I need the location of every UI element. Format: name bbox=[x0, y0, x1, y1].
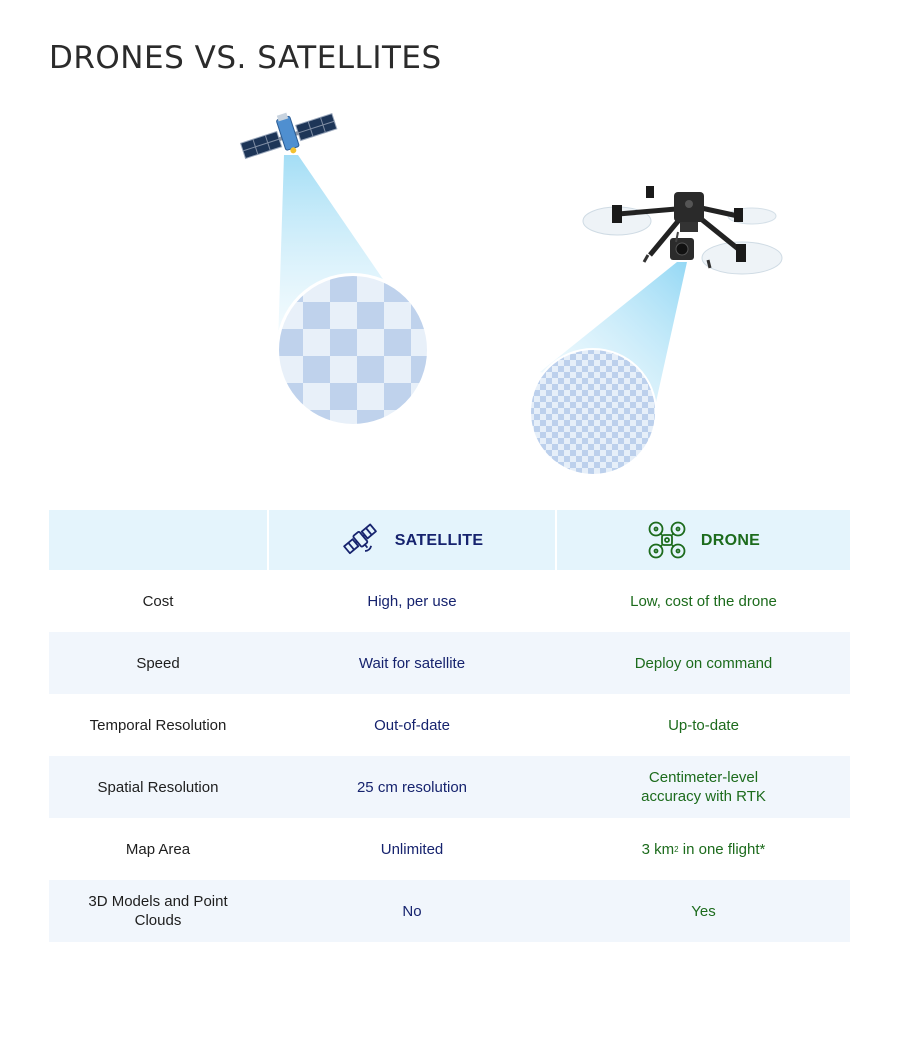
comparison-illustration bbox=[239, 112, 783, 476]
table-row: Map Area Unlimited 3 km 2 in one flight* bbox=[49, 818, 850, 880]
drone-value-suffix: in one flight* bbox=[678, 840, 766, 858]
table-row: Spatial Resolution 25 cm resolution Cent… bbox=[49, 756, 850, 818]
drone-icon bbox=[648, 521, 686, 559]
satellite-value: No bbox=[402, 902, 422, 920]
row-label: Cost bbox=[142, 592, 174, 610]
row-label: Temporal Resolution bbox=[89, 716, 227, 734]
row-label: 3D Models and Point Clouds bbox=[88, 893, 228, 929]
comparison-table: SATELLITE bbox=[49, 510, 850, 942]
drone-value: Up-to-date bbox=[668, 716, 739, 734]
row-label: Speed bbox=[136, 654, 180, 672]
drone-value: 3 km 2 in one flight* bbox=[557, 818, 850, 880]
row-label: Spatial Resolution bbox=[97, 778, 219, 796]
satellite-value: High, per use bbox=[367, 592, 457, 610]
drone-value: Centimeter-level accuracy with RTK bbox=[641, 769, 766, 805]
drone-value: Low, cost of the drone bbox=[630, 592, 777, 610]
satellite-value: 25 cm resolution bbox=[356, 778, 468, 796]
table-row: Speed Wait for satellite Deploy on comma… bbox=[49, 632, 850, 694]
drone-icon bbox=[582, 186, 783, 275]
table-row: 3D Models and Point Clouds No Yes bbox=[49, 880, 850, 942]
superscript-exponent: 2 bbox=[674, 844, 679, 854]
satellite-column-header: SATELLITE bbox=[394, 531, 484, 549]
table-row: Cost High, per use Low, cost of the dron… bbox=[49, 570, 850, 632]
drone-value-prefix: 3 km bbox=[641, 840, 675, 858]
satellite-resolution-circle bbox=[276, 273, 430, 427]
header-drone-cell: DRONE bbox=[557, 510, 850, 570]
drone-column-header: DRONE bbox=[700, 531, 761, 549]
table-header-row: SATELLITE bbox=[49, 510, 850, 570]
row-label: Map Area bbox=[125, 840, 191, 858]
drone-resolution-circle bbox=[529, 348, 657, 476]
table-row: Temporal Resolution Out-of-date Up-to-da… bbox=[49, 694, 850, 756]
satellite-value: Out-of-date bbox=[374, 716, 450, 734]
header-satellite-cell: SATELLITE bbox=[267, 510, 557, 570]
drone-value: Yes bbox=[691, 902, 716, 920]
satellite-icon bbox=[342, 523, 377, 555]
header-empty-cell bbox=[49, 510, 267, 570]
satellite-icon bbox=[239, 112, 338, 160]
satellite-value: Wait for satellite bbox=[358, 654, 466, 672]
drone-value: Deploy on command bbox=[634, 654, 773, 672]
page-title: DRONES VS. SATELLITES bbox=[49, 40, 442, 76]
satellite-value: Unlimited bbox=[380, 840, 444, 858]
